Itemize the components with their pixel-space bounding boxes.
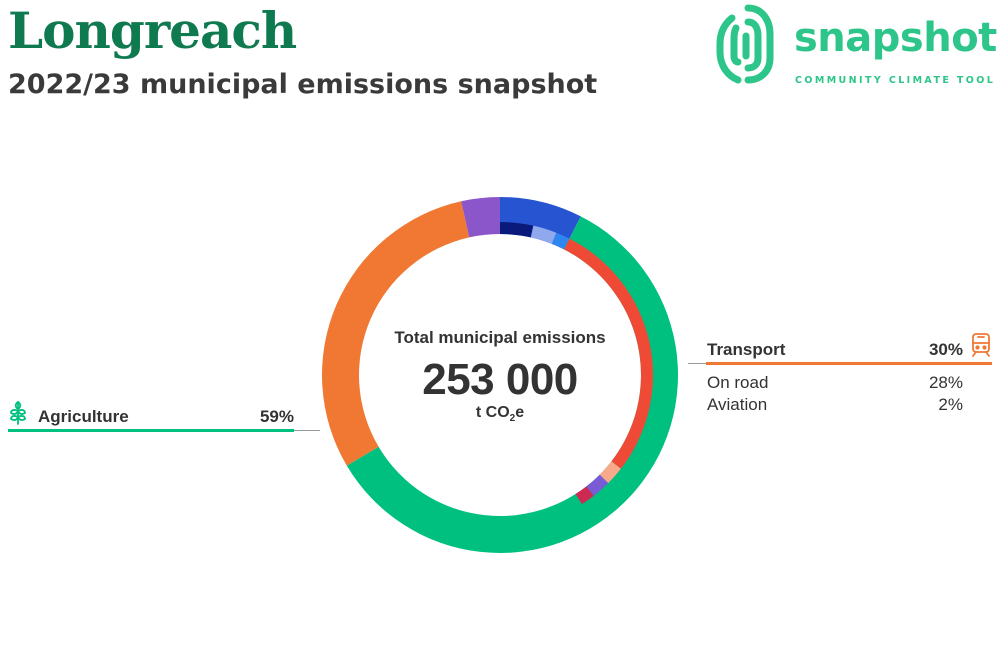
donut-slice-aviation: [599, 461, 621, 484]
total-emissions-unit: t CO2e: [360, 404, 640, 424]
page-subtitle: 2022/23 municipal emissions snapshot: [8, 69, 598, 100]
logo-wordmark: snapshot: [794, 15, 997, 61]
donut-slice-segment-1b: [530, 225, 557, 244]
unit-subscript: 2: [509, 413, 516, 425]
train-icon: [972, 333, 990, 357]
total-emissions-label: Total municipal emissions: [394, 328, 606, 347]
transport-percent: 30%: [928, 340, 963, 359]
aviation-percent: 2%: [938, 395, 963, 414]
emissions-donut-chart: [322, 197, 679, 554]
page-title: Longreach: [8, 1, 297, 60]
fingerprint-logo-icon: [716, 4, 774, 84]
donut-slice-on-road: [564, 238, 653, 469]
transport-leader-line: [688, 363, 706, 364]
unit-suffix: e: [515, 404, 525, 421]
on-road-percent: 28%: [928, 373, 963, 392]
donut-slice-segment-1a: [500, 222, 534, 238]
aviation-label: Aviation: [707, 395, 768, 414]
agriculture-percent: 59%: [259, 407, 294, 426]
snapshot-logo: snapshot COMMUNITY CLIMATE TOOL: [712, 0, 1000, 90]
donut-slice-segment-4a: [586, 474, 609, 496]
inner-ring: [500, 222, 653, 505]
logo-tagline: COMMUNITY CLIMATE TOOL: [795, 75, 996, 86]
transport-label: Transport: [707, 340, 786, 359]
wheat-icon: [10, 400, 26, 425]
total-emissions-value: 253 000: [422, 355, 578, 404]
donut-slice-segment-4b: [575, 486, 594, 505]
agriculture-rule: [8, 429, 294, 432]
donut-slice-transport: [322, 201, 470, 466]
agriculture-label: Agriculture: [38, 407, 129, 426]
on-road-label: On road: [707, 373, 769, 392]
unit-prefix: t CO: [475, 404, 510, 421]
transport-rule: [706, 362, 992, 365]
donut-slice-segment-1c: [551, 232, 570, 250]
donut-slice-segment-4: [461, 197, 500, 238]
agriculture-leader-line: [294, 430, 320, 431]
